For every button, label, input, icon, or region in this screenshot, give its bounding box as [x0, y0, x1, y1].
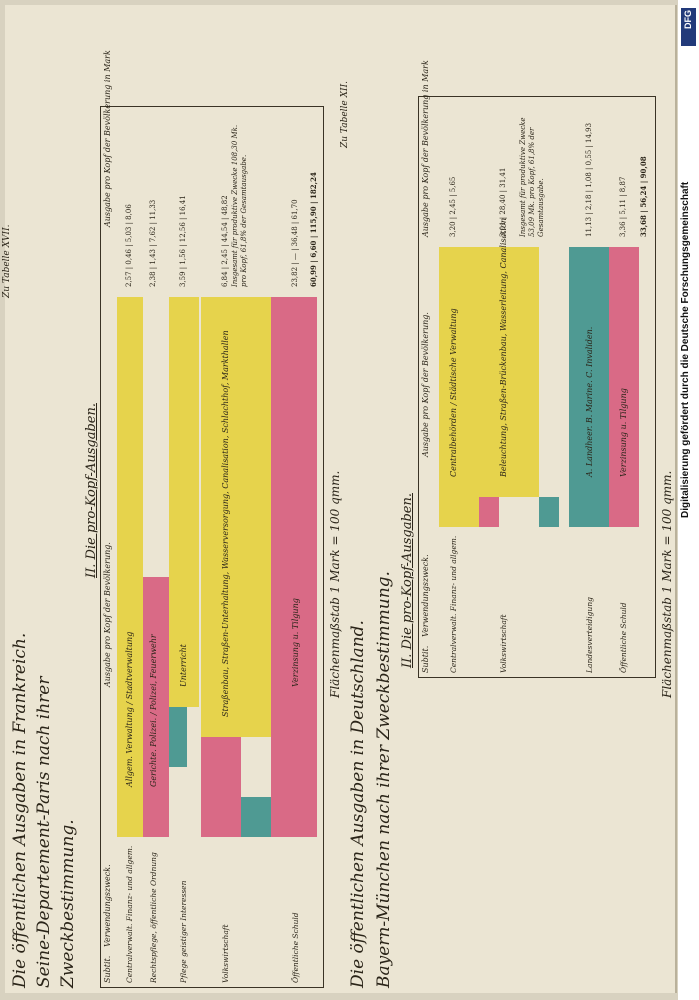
germany-bar-teal — [539, 497, 559, 527]
germany-title-line1: Die öffentlichen Ausgaben in Deutschland… — [348, 620, 368, 988]
france-row-1: Centralverwalt. Finanz- und allgem. Verw… — [125, 843, 134, 983]
germany-col-subtit: Subtit. — [421, 645, 430, 673]
germany-col-purpose: Verwendungszweck. — [421, 554, 430, 637]
germany-table: Subtit. Verwendungszweck. Ausgabe pro Ko… — [418, 60, 656, 678]
germany-table-number: Zu Tabelle XII. — [340, 81, 350, 148]
france-vals-1: 2,57 | 0,46 | 5,03 | 8,06 — [125, 204, 133, 287]
germany-bar-yellow-2 — [479, 247, 539, 497]
germany-vals-6: 3,01 | 28,40 | 31,41 — [499, 167, 507, 237]
germany-subtitle: II. Die pro-Kopf-Ausgaben. — [400, 493, 415, 668]
germany-title-line2: Bayern-München nach ihrer Zweckbestimmun… — [374, 571, 394, 988]
germany-vals-1: 3,20 | 2,45 | 5,65 — [449, 176, 457, 237]
germany-bar-label-6: Beleuchtung, Straßen-Brückenbau, Wasserl… — [499, 217, 508, 477]
france-row-3: Rechtspflege, öffentliche Ordnung — [149, 852, 158, 983]
france-bar-teal-2 — [241, 797, 271, 837]
germany-bar-label-8: A. Landheer. B. Marine. C. Invaliden. — [585, 326, 594, 477]
france-vals-6: 6,84 | 2,45 | 44,54 | 48,82 — [221, 195, 229, 287]
germany-scale: Flächenmaßstab 1 Mark = 100 qmm. — [660, 470, 674, 698]
france-col-purpose: Verwendungszweck. — [103, 864, 112, 947]
germany-note: Insgesamt für produktive Zwecke 53,09 Mk… — [519, 117, 545, 237]
france-bar-label-3: Gerichte. Polizei. / Polizei, Feuerwehr — [149, 634, 158, 787]
germany-panel: Zu Tabelle XII. Die öffentlichen Ausgabe… — [338, 0, 678, 998]
france-bar-pink-3 — [271, 297, 317, 837]
france-vals-3: 2,38 | 1,43 | 7,62 | 11,33 — [149, 199, 157, 287]
germany-col-values: Ausgabe pro Kopf der Bevölkerung in Mark — [421, 60, 430, 237]
france-bar-label-6: Straßenbau, Straßen-Unterhaltung, Wasser… — [221, 330, 230, 717]
france-col-subtit: Subtit. — [103, 955, 112, 983]
credit-text-box: Digitalisierung gefördert durch die Deut… — [679, 20, 697, 680]
germany-col-chart: Ausgabe pro Kopf der Bevölkerung. — [421, 312, 430, 457]
germany-bar-label-9: Verzinsung u. Tilgung — [619, 388, 628, 477]
germany-vals-8: 11,13 | 2,18 | 1,08 | 0,55 | 14,93 — [585, 122, 593, 237]
france-bar-pink-2 — [201, 737, 241, 837]
france-col-chart: Ausgabe pro Kopf der Bevölkerung. — [103, 542, 112, 687]
france-bar-label-1: Allgem. Verwaltung / Stadtverwaltung — [125, 631, 134, 787]
france-total: 60,99 | 6,60 | 115,90 | 182,24 — [309, 172, 318, 287]
france-bar-label-5: Unterricht — [179, 644, 188, 687]
france-row-6: Volkswirtschaft — [221, 924, 230, 983]
france-row-5: Pflege geistiger Interessen — [179, 880, 188, 983]
france-vals-9: 23,82 | — | 36,48 | 61,70 — [291, 199, 299, 287]
france-row-9: Öffentliche Schuld — [291, 912, 300, 983]
credit-text: Digitalisierung gefördert durch die Deut… — [680, 181, 691, 519]
france-table: Subtit. Verwendungszweck. Ausgabe pro Ko… — [100, 50, 324, 988]
germany-row-9: Öffentliche Schuld — [619, 602, 628, 673]
germany-bar-label-1: Centralbehörden / Städtische Verwaltung — [449, 308, 458, 477]
france-col-values: Ausgabe pro Kopf der Bevölkerung in Mark — [103, 50, 112, 227]
germany-bar-pink-2 — [609, 247, 639, 527]
germany-total: 33,68 | 56,24 | 90,08 — [639, 156, 648, 237]
germany-row-8: Landesverteidigung — [585, 597, 594, 673]
france-title-line1: Die öffentlichen Ausgaben in Frankreich. — [10, 632, 30, 988]
france-bar-label-9: Verzinsung u. Tilgung — [291, 598, 300, 687]
france-title-line3: Zweckbestimmung. — [58, 819, 78, 988]
france-bar-yellow-3 — [201, 297, 271, 737]
germany-vals-9: 3,36 | 5,11 | 8,87 — [619, 176, 627, 237]
france-panel: Zu Tabelle XVII. Die öffentlichen Ausgab… — [0, 0, 346, 998]
france-subtitle: II. Die pro-Kopf-Ausgaben. — [84, 403, 99, 578]
germany-bar-yellow — [439, 247, 479, 527]
france-bar-teal — [169, 707, 187, 767]
france-note: Insgesamt für produktive Zwecke 108,30 M… — [231, 124, 248, 287]
france-vals-5: 3,59 | 1,56 | 12,56 | 16,41 — [179, 195, 187, 287]
dfg-logo-icon: DFG — [681, 8, 696, 46]
germany-row-6: Volkswirtschaft — [499, 614, 508, 673]
credit-strip — [678, 0, 699, 1000]
germany-row-1: Centralverwalt. Finanz- und allgem. Verw… — [449, 533, 458, 673]
france-title-line2: Seine-Departement-Paris nach ihrer — [34, 676, 54, 989]
france-table-number: Zu Tabelle XVII. — [2, 224, 12, 299]
germany-bar-pink — [479, 497, 499, 527]
